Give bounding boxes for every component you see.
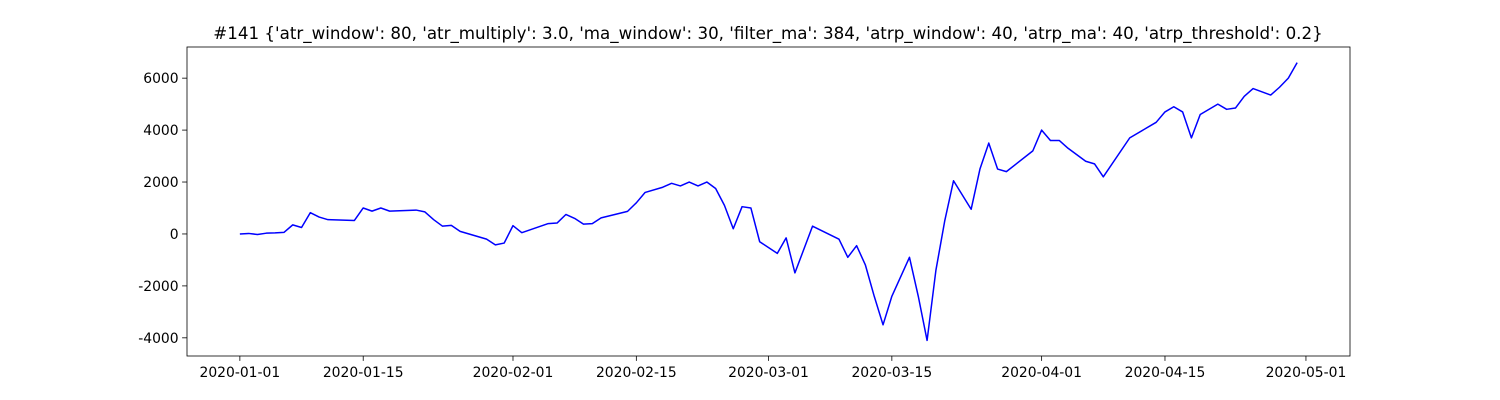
x-tick-label: 2020-02-01 [473, 365, 554, 381]
x-tick-label: 2020-03-15 [851, 365, 932, 381]
chart-title: #141 {'atr_window': 80, 'atr_multiply': … [213, 23, 1322, 44]
x-tick-label: 2020-03-01 [728, 365, 809, 381]
y-tick-label: 4000 [143, 123, 178, 139]
x-tick-label: 2020-01-15 [323, 365, 404, 381]
axes-frame [186, 46, 1351, 357]
y-tick-label: 2000 [143, 175, 178, 191]
y-tick-label: 0 [170, 227, 179, 243]
line [239, 62, 1298, 342]
x-tick-label: 2020-04-01 [1001, 365, 1082, 381]
x-tick-label: 2020-04-15 [1125, 365, 1206, 381]
y-tick-label: -2000 [138, 279, 178, 295]
x-tick-label: 2020-02-15 [596, 365, 677, 381]
x-tick-label: 2020-01-01 [199, 365, 280, 381]
y-tick-label: -4000 [138, 331, 178, 347]
y-tick-label: 6000 [143, 71, 178, 87]
x-tick-label: 2020-05-01 [1266, 365, 1347, 381]
